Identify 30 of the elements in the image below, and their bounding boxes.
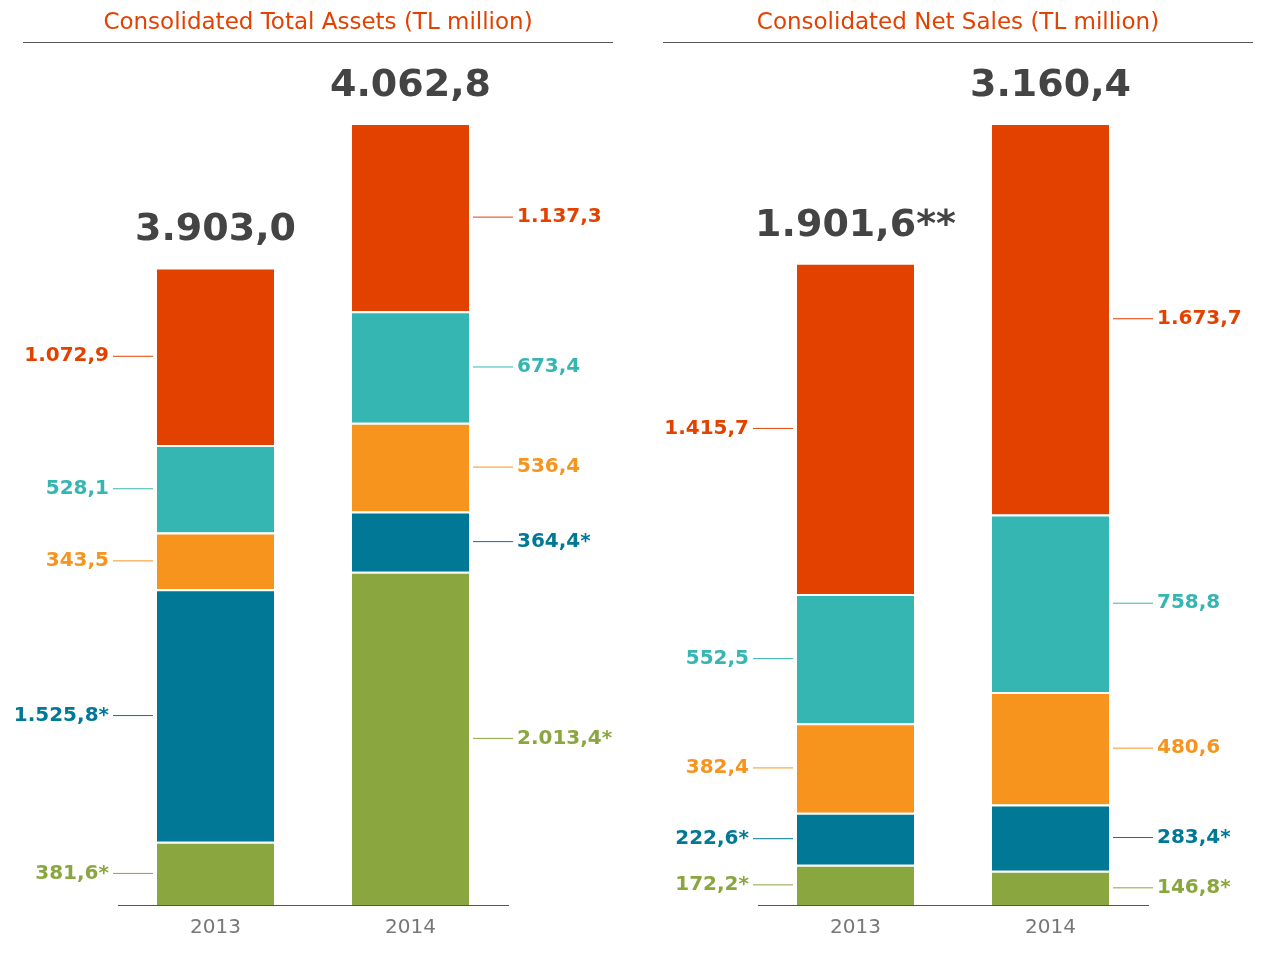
chart-title: Consolidated Total Assets (TL million) xyxy=(23,8,613,43)
data-label: 172,2* xyxy=(675,871,750,896)
data-label: 1.525,8* xyxy=(13,701,110,726)
data-label: 382,4 xyxy=(685,754,749,779)
text: 3.160,4 xyxy=(969,60,1132,105)
text: 4.062,8 xyxy=(329,60,492,105)
x-tick-label: 2013 xyxy=(830,914,881,939)
annotation: 3.903,0 xyxy=(134,205,297,250)
data-label: 1.137,3 xyxy=(517,203,602,228)
data-label: 758,8 xyxy=(1157,589,1221,614)
data-label: 528,1 xyxy=(45,474,109,499)
data-label: 552,5 xyxy=(685,644,749,669)
x-tick-label: 2014 xyxy=(385,914,436,939)
data-label: 222,6* xyxy=(675,824,750,849)
data-label: 146,8* xyxy=(1157,874,1232,899)
x-tick-label: 2013 xyxy=(190,914,241,939)
data-label: 343,5 xyxy=(45,547,109,572)
data-label: 1.673,7 xyxy=(1157,304,1242,329)
annotation: 1.901,6** xyxy=(755,200,957,245)
data-label: 1.072,9 xyxy=(24,342,109,367)
data-label: 2.013,4* xyxy=(517,724,613,749)
data-label: 381,6* xyxy=(35,859,110,884)
data-label: 480,6 xyxy=(1157,734,1221,759)
data-label: 364,4* xyxy=(517,527,592,552)
data-label: 1.415,7 xyxy=(664,414,749,439)
chart-title: Consolidated Net Sales (TL million) xyxy=(663,8,1253,43)
x-tick-label: 2014 xyxy=(1025,914,1076,939)
data-label: 673,4 xyxy=(517,353,581,378)
data-label: 536,4 xyxy=(517,453,581,478)
data-label: 283,4* xyxy=(1157,823,1232,848)
